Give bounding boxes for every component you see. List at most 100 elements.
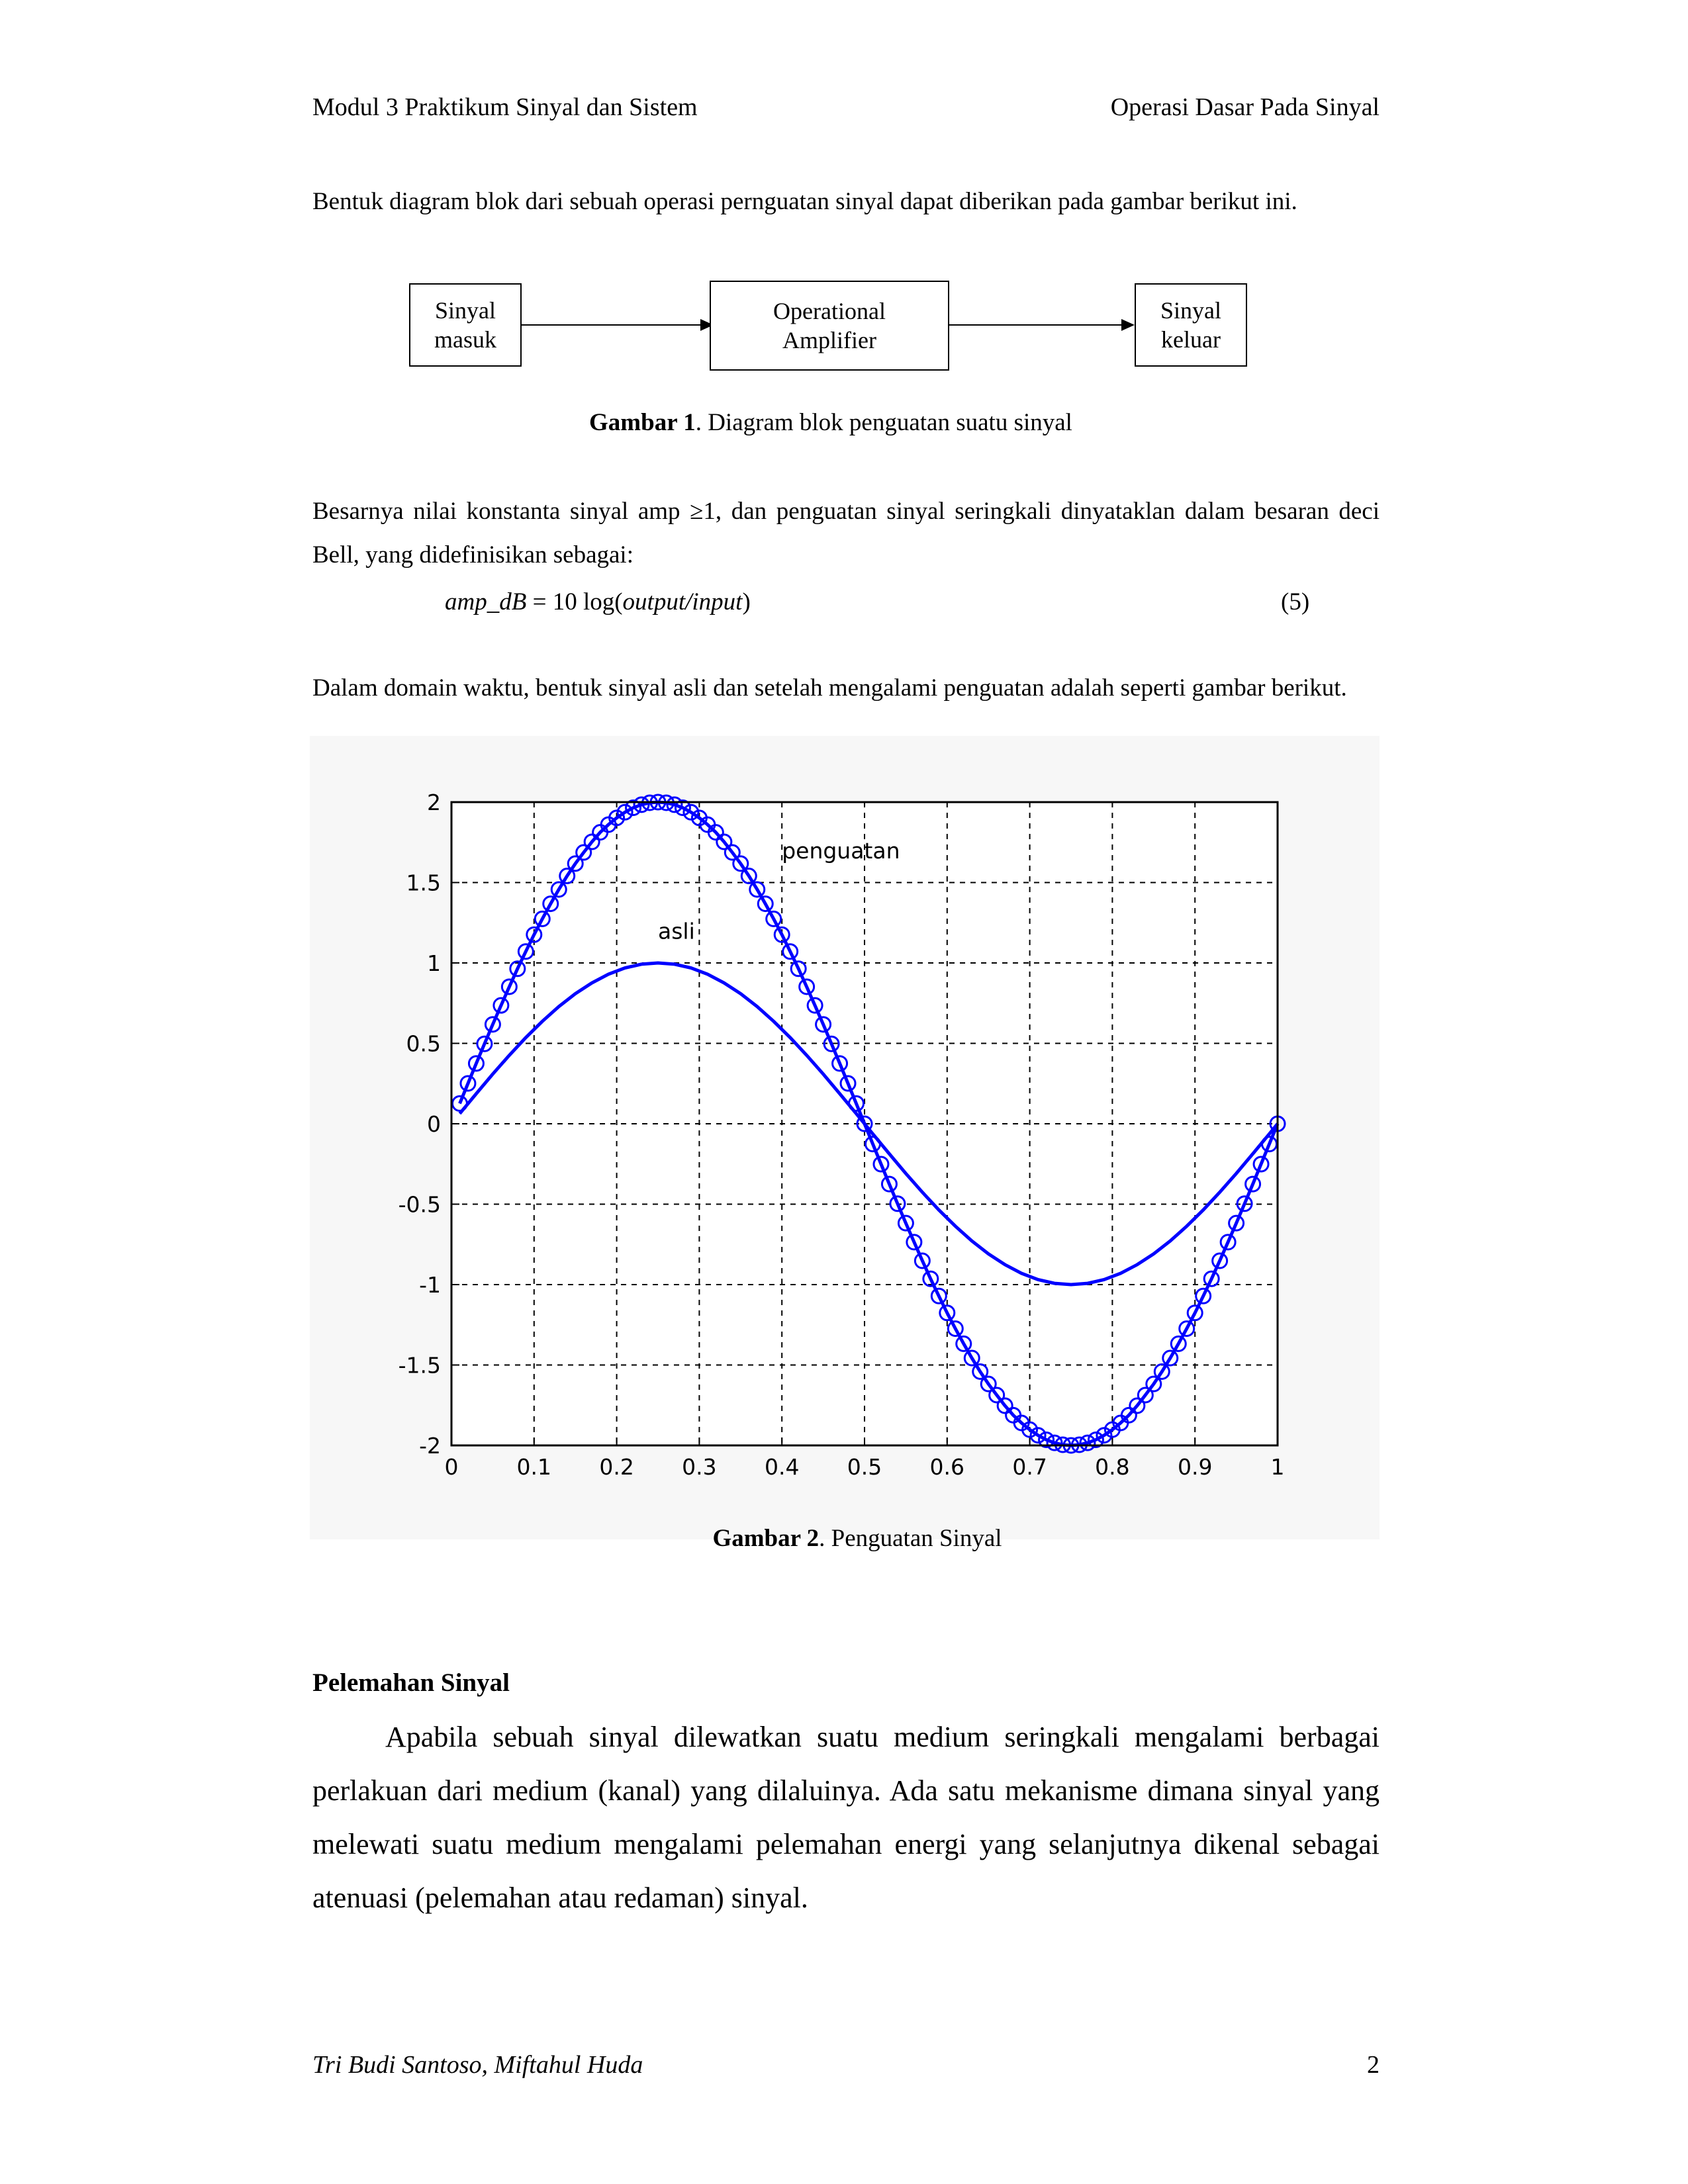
- series-point-penguatan: [476, 1035, 493, 1052]
- series-point-penguatan: [716, 833, 733, 850]
- y-tick-label: 0: [427, 1111, 441, 1137]
- x-tick-label: 0.9: [1178, 1454, 1212, 1480]
- block-amplifier-line1: Operational: [773, 298, 886, 324]
- series-point-penguatan: [517, 943, 534, 960]
- gain-chart-svg: 0 0.1 0.2 0.3 0.4 0.5 0.6 0.7 0.8 0.9 1 2 1.5 1 0.5 0 -0…: [399, 790, 1286, 1480]
- amp-paragraph: Besarnya nilai konstanta sinyal amp ≥1, …: [312, 498, 1380, 569]
- series-point-penguatan: [1038, 1431, 1055, 1448]
- x-tick-label: 0.7: [1012, 1454, 1047, 1480]
- series-point-penguatan: [914, 1252, 931, 1269]
- y-tick-label: 0.5: [406, 1031, 441, 1057]
- series-point-penguatan: [1021, 1421, 1039, 1438]
- series-point-penguatan: [534, 910, 551, 927]
- series-point-penguatan: [509, 960, 526, 978]
- block-output-line2: keluar: [1161, 326, 1221, 353]
- series-point-penguatan: [749, 881, 766, 898]
- series-point-penguatan: [583, 833, 600, 850]
- equation-number: (5): [1281, 588, 1310, 615]
- series-point-penguatan: [872, 1156, 890, 1173]
- series-point-penguatan: [1120, 1406, 1137, 1424]
- series-point-penguatan: [806, 997, 823, 1014]
- series-point-penguatan: [790, 960, 807, 978]
- annotation-asli: asli: [658, 919, 695, 944]
- formula-close: ): [742, 588, 751, 615]
- series-point-penguatan: [459, 1075, 477, 1092]
- series-point-penguatan: [526, 926, 543, 943]
- section-body-text: Apabila sebuah sinyal dilewatkan suatu m…: [312, 1721, 1380, 1914]
- x-tick-label: 0: [445, 1454, 459, 1480]
- series-point-penguatan: [550, 881, 567, 898]
- series-point-penguatan: [972, 1363, 989, 1380]
- running-header-right: Operasi Dasar Pada Sinyal: [1110, 93, 1380, 121]
- series-point-penguatan: [930, 1287, 947, 1304]
- time-domain-paragraph: Dalam domain waktu, bentuk sinyal asli d…: [312, 674, 1347, 702]
- block-output: Sinyal keluar: [1135, 283, 1247, 367]
- series-point-penguatan: [939, 1304, 956, 1322]
- y-tick-label: -1: [419, 1272, 441, 1298]
- series-point-penguatan: [889, 1195, 906, 1212]
- gain-chart: 0 0.1 0.2 0.3 0.4 0.5 0.6 0.7 0.8 0.9 1 2 1.5 1 0.5 0 -0…: [310, 736, 1380, 1539]
- figure2-caption-text: . Penguatan Sinyal: [819, 1525, 1002, 1552]
- series-point-penguatan: [492, 997, 510, 1014]
- formula-eq: = 10 log(: [526, 588, 623, 615]
- series-point-penguatan: [608, 809, 626, 827]
- series-point-penguatan: [757, 895, 774, 913]
- series-point-penguatan: [500, 978, 518, 995]
- block-amplifier: Operational Amplifier: [710, 281, 949, 371]
- series-point-penguatan: [922, 1270, 939, 1287]
- series-point-penguatan: [616, 803, 633, 821]
- block-output-line1: Sinyal: [1160, 297, 1221, 324]
- figure1-caption: Gambar 1. Diagram blok penguatan suatu s…: [0, 408, 1675, 437]
- series-point-penguatan: [839, 1075, 857, 1092]
- series-point-penguatan: [1129, 1397, 1146, 1414]
- x-tick-label: 0.8: [1095, 1454, 1129, 1480]
- y-tick-label: -2: [419, 1433, 441, 1459]
- series-point-penguatan: [856, 1115, 873, 1132]
- block-amplifier-line2: Amplifier: [782, 327, 876, 353]
- series-point-penguatan: [1178, 1320, 1196, 1338]
- series-point-penguatan: [963, 1349, 980, 1367]
- series-point-penguatan: [848, 1095, 865, 1112]
- series-point-penguatan: [823, 1035, 840, 1052]
- block-input-line2: masuk: [434, 326, 496, 353]
- x-tick-label: 0.1: [517, 1454, 551, 1480]
- block-input: Sinyal masuk: [409, 283, 522, 367]
- series-point-penguatan: [996, 1397, 1013, 1414]
- series-point-penguatan: [484, 1016, 501, 1033]
- series-point-penguatan: [542, 895, 559, 913]
- series-point-penguatan: [798, 978, 816, 995]
- series-point-penguatan: [633, 796, 650, 813]
- plot-frame: [450, 801, 1279, 1447]
- y-tick-label: -1.5: [399, 1353, 441, 1379]
- x-tick-label: 0.6: [930, 1454, 964, 1480]
- series-point-penguatan: [880, 1175, 898, 1193]
- arrow-input-to-amplifier: [522, 324, 702, 326]
- series-point-penguatan: [1186, 1304, 1203, 1322]
- series-point-penguatan: [1228, 1214, 1245, 1232]
- series-point-penguatan: [864, 1136, 881, 1153]
- series-point-penguatan: [773, 926, 790, 943]
- series-point-penguatan: [666, 796, 683, 813]
- series-point-penguatan: [906, 1234, 923, 1251]
- figure1-caption-text: . Diagram blok penguatan suatu sinyal: [695, 409, 1072, 436]
- series-line-asli: [458, 961, 1279, 1287]
- series-point-penguatan: [1096, 1427, 1113, 1444]
- series-point-penguatan: [1153, 1363, 1170, 1380]
- x-tick-label: 0.4: [765, 1454, 799, 1480]
- series-point-penguatan: [1195, 1287, 1212, 1304]
- series-point-penguatan: [955, 1335, 972, 1352]
- intro-paragraph: Bentuk diagram blok dari sebuah operasi …: [312, 188, 1297, 215]
- series-point-penguatan: [732, 855, 749, 872]
- series-point-penguatan: [1211, 1252, 1229, 1269]
- running-header-left: Modul 3 Praktikum Sinyal dan Sistem: [312, 93, 698, 121]
- series-point-penguatan: [682, 803, 700, 821]
- x-tick-label: 1: [1271, 1454, 1285, 1480]
- y-tick-label: 2: [427, 790, 441, 815]
- series-point-penguatan: [815, 1016, 832, 1033]
- y-tick-label: -0.5: [399, 1192, 441, 1218]
- series-point-penguatan: [559, 868, 576, 885]
- page-number: 2: [1367, 2051, 1380, 2079]
- series-point-penguatan: [724, 844, 741, 861]
- series-point-penguatan: [947, 1320, 964, 1338]
- series-point-penguatan: [467, 1055, 485, 1072]
